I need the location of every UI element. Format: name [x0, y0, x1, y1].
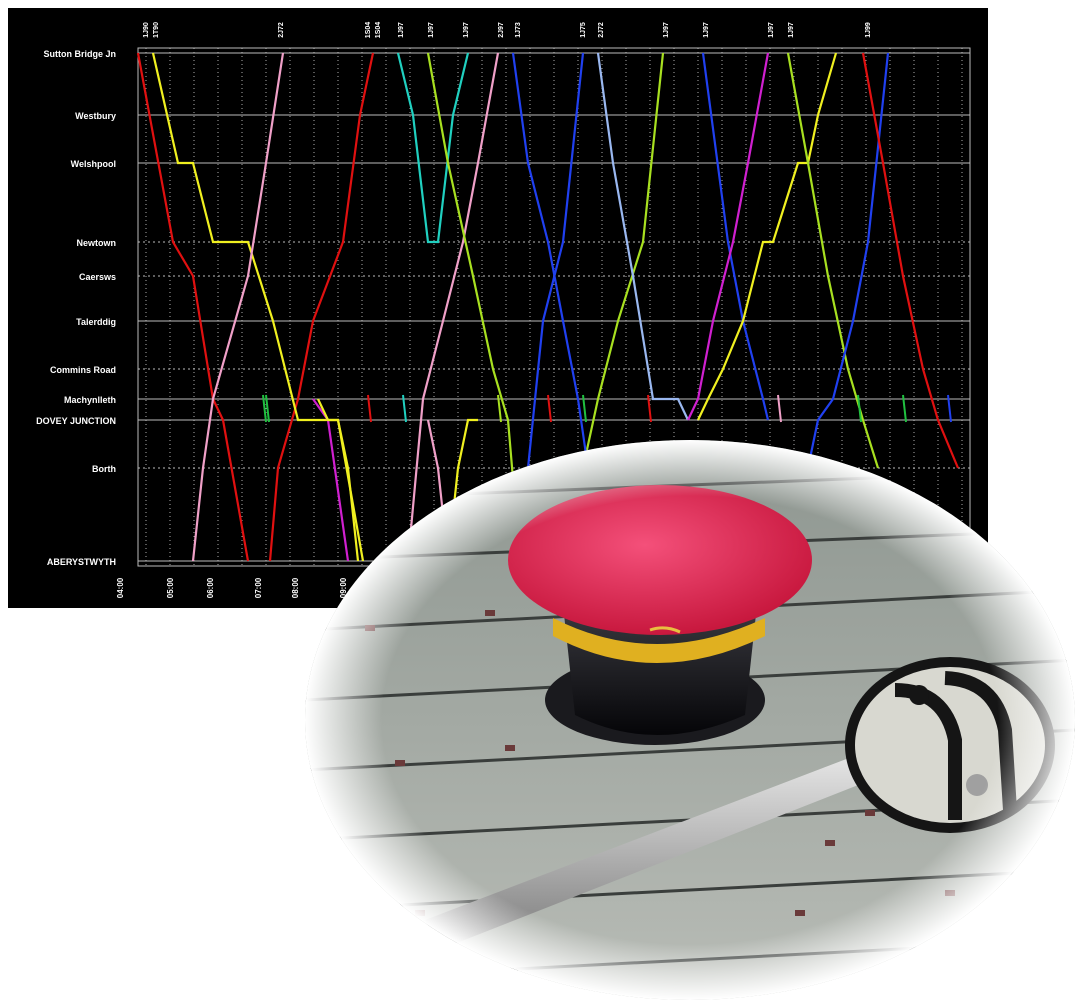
train-stub: [265, 394, 270, 423]
train-path: [511, 52, 590, 469]
time-label: 08:00: [291, 577, 300, 598]
time-label: 09:00: [339, 577, 348, 598]
train-label: 1J97: [463, 22, 470, 38]
train-label: 1J97: [428, 22, 435, 38]
train-path: [697, 52, 838, 421]
train-stub: [947, 394, 952, 423]
train-path: [687, 52, 770, 421]
train-path: [786, 52, 880, 469]
train-label: 1J90: [143, 22, 150, 38]
train-label: 1J97: [398, 22, 405, 38]
train-path: [596, 52, 689, 421]
train-path: [268, 52, 375, 562]
train-path: [581, 52, 665, 469]
train-stub: [582, 394, 587, 423]
train-stub: [367, 394, 372, 423]
station-label: Borth: [92, 464, 116, 474]
train-stub: [857, 394, 862, 423]
train-path: [317, 398, 360, 562]
train-stub: [547, 394, 552, 423]
train-stub: [902, 394, 907, 423]
station-label: ABERYSTWYTH: [47, 557, 116, 567]
station-label: Welshpool: [71, 159, 116, 169]
train-label: 1J97: [663, 22, 670, 38]
train-label: 2J72: [278, 22, 285, 38]
station-label: Commins Road: [50, 365, 116, 375]
station-label: Machynlleth: [64, 395, 116, 405]
panel-switch-marker: [345, 860, 355, 866]
timetable-graph-canvas: Sutton Bridge Jn Westbury Welshpool Newtown…: [36, 22, 971, 598]
train-stub: [402, 394, 407, 423]
station-label: Westbury: [75, 111, 116, 121]
station-label: Sutton Bridge Jn: [44, 49, 117, 59]
train-label: 1S04: [375, 22, 382, 38]
train-stub: [262, 394, 267, 423]
station-label: Newtown: [77, 238, 117, 248]
train-path: [396, 52, 470, 244]
train-label: 1J99: [865, 22, 872, 38]
panel-switch-marker: [1005, 930, 1015, 936]
station-label: Talerddig: [76, 317, 116, 327]
train-path: [861, 52, 960, 469]
train-path: [191, 52, 285, 562]
train-stub: [777, 394, 782, 423]
train-label: 1T90: [153, 22, 160, 38]
signal-box-photo: [305, 440, 1075, 1000]
photo-vignette: [305, 440, 1075, 1000]
train-label: 1J73: [515, 22, 522, 38]
train-label: 1J97: [788, 22, 795, 38]
train-path: [806, 52, 890, 469]
train-path: [151, 52, 365, 562]
train-path: [406, 52, 500, 562]
time-label: 04:00: [116, 577, 125, 598]
time-label: 07:00: [254, 577, 263, 598]
train-stub: [647, 394, 652, 423]
train-label: 2J72: [598, 22, 605, 38]
train-label: 2J97: [498, 22, 505, 38]
train-stub: [497, 394, 502, 423]
station-label: Caersws: [79, 272, 116, 282]
train-path: [426, 52, 522, 562]
station-label: DOVEY JUNCTION: [36, 416, 116, 426]
train-label: 1J97: [768, 22, 775, 38]
photo-canvas: [305, 440, 1075, 1000]
train-label: 1J97: [703, 22, 710, 38]
train-path: [136, 52, 250, 562]
time-label: 06:00: [206, 577, 215, 598]
train-path: [526, 52, 585, 469]
time-label: 05:00: [166, 577, 175, 598]
train-label: 1S04: [365, 22, 372, 38]
train-label: 1J75: [580, 22, 587, 38]
